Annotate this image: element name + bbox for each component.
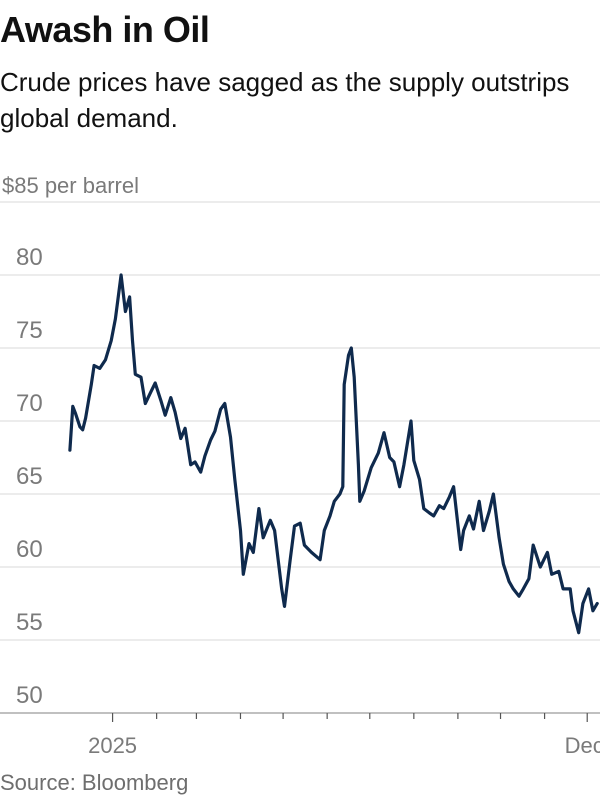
y-tick-label: 80 (16, 244, 43, 271)
y-tick-label: 70 (16, 390, 43, 417)
y-tick-label: $85 per barrel (2, 173, 139, 198)
chart-subtitle: Crude prices have sagged as the supply o… (0, 67, 570, 133)
chart-title: Awash in Oil (0, 9, 210, 50)
y-tick-label: 50 (16, 682, 43, 709)
x-axis: 2025 Dec. (88, 713, 600, 758)
y-tick-label: 75 (16, 317, 43, 344)
x-tick-label: Dec. (565, 733, 600, 758)
line-chart: 50 55 60 65 70 75 80 $85 per barrel 2025 Dec. (0, 173, 600, 758)
series-layer (68, 273, 599, 635)
y-axis-labels: 50 55 60 65 70 75 80 $85 per barrel (2, 173, 139, 709)
y-tick-label: 65 (16, 463, 43, 490)
series-line (68, 273, 599, 635)
source-note: Source: Bloomberg (0, 770, 189, 795)
y-tick-label: 60 (16, 536, 43, 563)
x-tick-label: 2025 (88, 733, 137, 758)
y-tick-label: 55 (16, 609, 43, 636)
gridlines (0, 201, 600, 714)
